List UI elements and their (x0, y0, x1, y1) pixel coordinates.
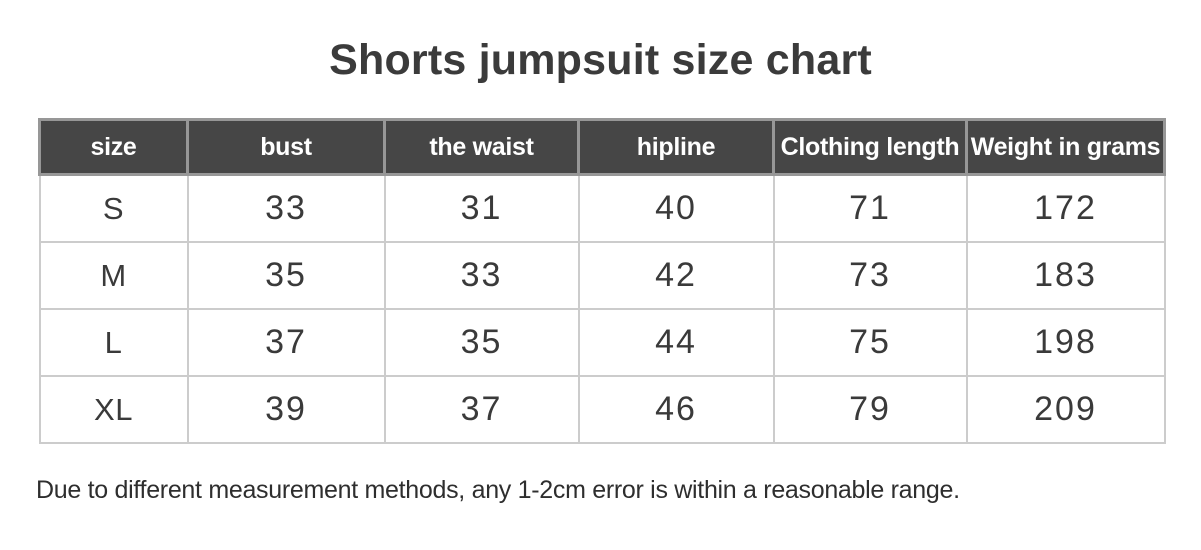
table-header: size bust the waist hipline Clothing len… (38, 118, 1166, 177)
cell-bust: 35 (186, 241, 386, 311)
cell-waist: 33 (383, 241, 580, 311)
cell-size: M (38, 241, 189, 311)
footer-note: Due to different measurement methods, an… (36, 476, 960, 505)
cell-clothing-length: 73 (772, 241, 968, 311)
cell-waist: 37 (383, 375, 580, 445)
cell-weight: 172 (965, 173, 1166, 244)
table-row-l: L 37 35 44 75 198 (38, 308, 1166, 378)
header-cell-size: size (38, 118, 189, 177)
cell-clothing-length: 75 (772, 308, 968, 378)
cell-weight: 183 (965, 241, 1166, 311)
cell-hipline: 46 (577, 375, 775, 445)
cell-clothing-length: 71 (772, 173, 968, 244)
cell-clothing-length: 79 (772, 375, 968, 445)
cell-size: S (38, 173, 189, 244)
cell-weight: 198 (965, 308, 1166, 378)
cell-size: XL (38, 375, 189, 445)
cell-bust: 37 (186, 308, 386, 378)
cell-waist: 31 (383, 173, 580, 244)
cell-bust: 39 (186, 375, 386, 445)
table-body: S 33 31 40 71 172 M 35 33 42 73 183 L 37… (38, 173, 1166, 445)
cell-size: L (38, 308, 189, 378)
header-cell-hipline: hipline (577, 118, 775, 177)
cell-weight: 209 (965, 375, 1166, 445)
cell-hipline: 42 (577, 241, 775, 311)
cell-hipline: 40 (577, 173, 775, 244)
header-row: size bust the waist hipline Clothing len… (38, 118, 1166, 177)
table-row-m: M 35 33 42 73 183 (38, 241, 1166, 311)
size-chart-table: size bust the waist hipline Clothing len… (38, 118, 1166, 445)
header-cell-bust: bust (186, 118, 386, 177)
table-row-s: S 33 31 40 71 172 (38, 173, 1166, 244)
header-cell-weight: Weight in grams (965, 118, 1166, 177)
cell-bust: 33 (186, 173, 386, 244)
header-cell-waist: the waist (383, 118, 580, 177)
table-row-xl: XL 39 37 46 79 209 (38, 375, 1166, 445)
cell-waist: 35 (383, 308, 580, 378)
cell-hipline: 44 (577, 308, 775, 378)
page-title: Shorts jumpsuit size chart (329, 36, 872, 84)
header-cell-clothing-length: Clothing length (772, 118, 968, 177)
